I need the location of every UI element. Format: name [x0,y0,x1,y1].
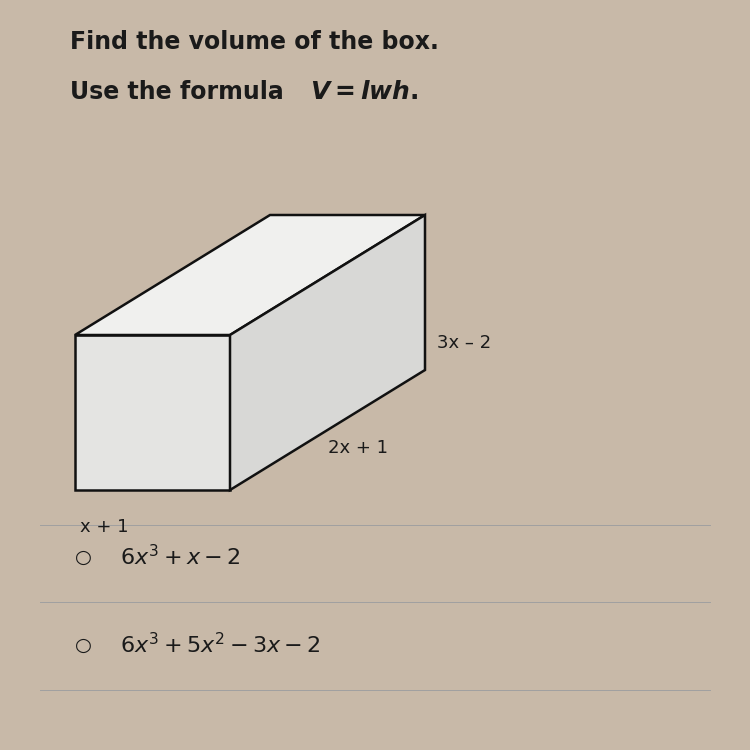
Text: ○: ○ [75,548,92,566]
Polygon shape [75,215,425,335]
Text: $\bfit{V}$$\bf{=}$$\bfit{lwh}$$\bf{.}$: $\bfit{V}$$\bf{=}$$\bfit{lwh}$$\bf{.}$ [310,80,419,104]
Text: 2x + 1: 2x + 1 [328,439,388,457]
Text: 3x – 2: 3x – 2 [437,334,491,352]
Text: ○: ○ [75,635,92,655]
Text: Find the volume of the box.: Find the volume of the box. [70,30,439,54]
Polygon shape [75,335,230,490]
Polygon shape [230,215,425,490]
Text: x + 1: x + 1 [80,518,128,536]
Text: $6x^3 + x - 2$: $6x^3 + x - 2$ [120,544,241,569]
Text: Use the formula: Use the formula [70,80,292,104]
Text: $6x^3 + 5x^2 - 3x - 2$: $6x^3 + 5x^2 - 3x - 2$ [120,632,321,658]
